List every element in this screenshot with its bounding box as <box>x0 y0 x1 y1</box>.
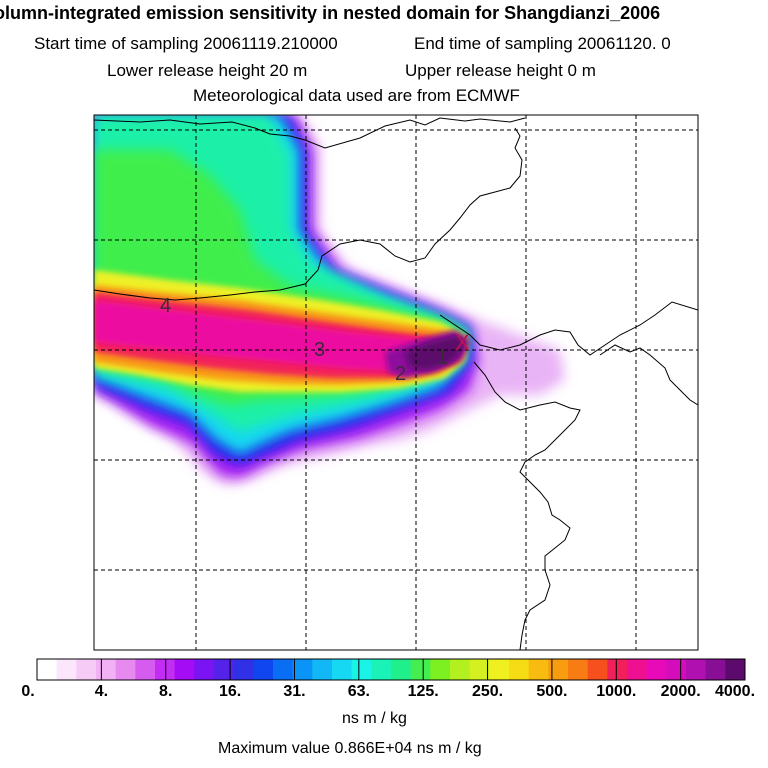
meteorological-data-label: Meteorological data used are from ECMWF <box>193 86 520 105</box>
colorbar-swatch <box>587 659 608 680</box>
colorbar-swatch <box>273 659 294 680</box>
colorbar-tick-label: 125. <box>407 683 439 700</box>
colorbar-tick-label: 4. <box>94 683 109 700</box>
colorbar-swatch <box>155 659 176 680</box>
start-time-label: Start time of sampling 20061119.210000 <box>34 34 338 53</box>
colorbar-tick-label: 63. <box>347 683 370 700</box>
colorbar-swatch <box>627 659 648 680</box>
map-frame <box>93 114 699 651</box>
contour-label: 1 <box>437 347 448 369</box>
colorbar-swatch <box>725 659 746 680</box>
colorbar-swatch <box>233 659 254 680</box>
colorbar-tick-label: 0. <box>21 683 35 700</box>
colorbar-swatch <box>115 659 136 680</box>
colorbar-swatch <box>253 659 274 680</box>
colorbar-tick-label: 31. <box>283 683 306 700</box>
colorbar-swatch <box>509 659 530 680</box>
colorbar <box>36 658 746 681</box>
colorbar-frame <box>36 658 746 681</box>
coastlines <box>94 117 698 650</box>
maximum-value-label: Maximum value 0.866E+04 ns m / kg <box>218 740 482 757</box>
graticule <box>94 115 698 650</box>
colorbar-swatch <box>548 659 569 680</box>
colorbar-swatch <box>76 659 97 680</box>
upper-release-height-label: Upper release height 0 m <box>405 61 596 80</box>
contour-label: 3 <box>314 339 325 361</box>
lower-release-height-label: Lower release height 20 m <box>107 61 308 80</box>
colorbar-unit-label: ns m / kg <box>342 710 407 727</box>
colorbar-swatch <box>214 659 235 680</box>
colorbar-swatch <box>194 659 215 680</box>
colorbar-tick-label: 4000. <box>714 683 756 700</box>
chart-title: olumn-integrated emission sensitivity in… <box>0 3 661 23</box>
colorbar-swatch <box>607 659 628 680</box>
colorbar-tick-label: 1000. <box>596 683 637 700</box>
colorbar-tick-label: 500. <box>536 683 568 700</box>
station-marker: X <box>455 330 470 355</box>
colorbar-tick-label: 8. <box>159 683 173 700</box>
colorbar-swatch <box>410 659 431 680</box>
colorbar-swatch <box>391 659 412 680</box>
colorbar-swatch <box>292 659 313 680</box>
colorbar-swatch <box>37 659 58 680</box>
contour-label: 4 <box>160 295 171 317</box>
colorbar-swatch <box>135 659 156 680</box>
colorbar-tick-label: 16. <box>218 683 242 700</box>
colorbar-tick-label: 2000. <box>660 683 701 700</box>
colorbar-swatch <box>96 659 117 680</box>
colorbar-swatch <box>371 659 392 680</box>
colorbar-swatch <box>528 659 549 680</box>
colorbar-swatch <box>686 659 707 680</box>
colorbar-swatch <box>705 659 726 680</box>
colorbar-tick-label: 250. <box>471 683 504 700</box>
colorbar-swatch <box>646 659 667 680</box>
colorbar-swatch <box>174 659 195 680</box>
colorbar-swatch <box>666 659 687 680</box>
colorbar-swatch <box>312 659 333 680</box>
contour-labels: 4 3 2 1 <box>160 295 448 385</box>
colorbar-swatch <box>568 659 589 680</box>
colorbar-swatch <box>469 659 490 680</box>
colorbar-swatch <box>489 659 510 680</box>
colorbar-swatch <box>351 659 372 680</box>
colorbar-swatch <box>450 659 471 680</box>
colorbar-swatch <box>430 659 451 680</box>
colorbar-swatch <box>56 659 77 680</box>
sensitivity-field <box>94 115 565 485</box>
colorbar-swatch <box>332 659 353 680</box>
contour-label: 2 <box>395 363 406 385</box>
end-time-label: End time of sampling 20061120. 0 <box>414 34 671 53</box>
